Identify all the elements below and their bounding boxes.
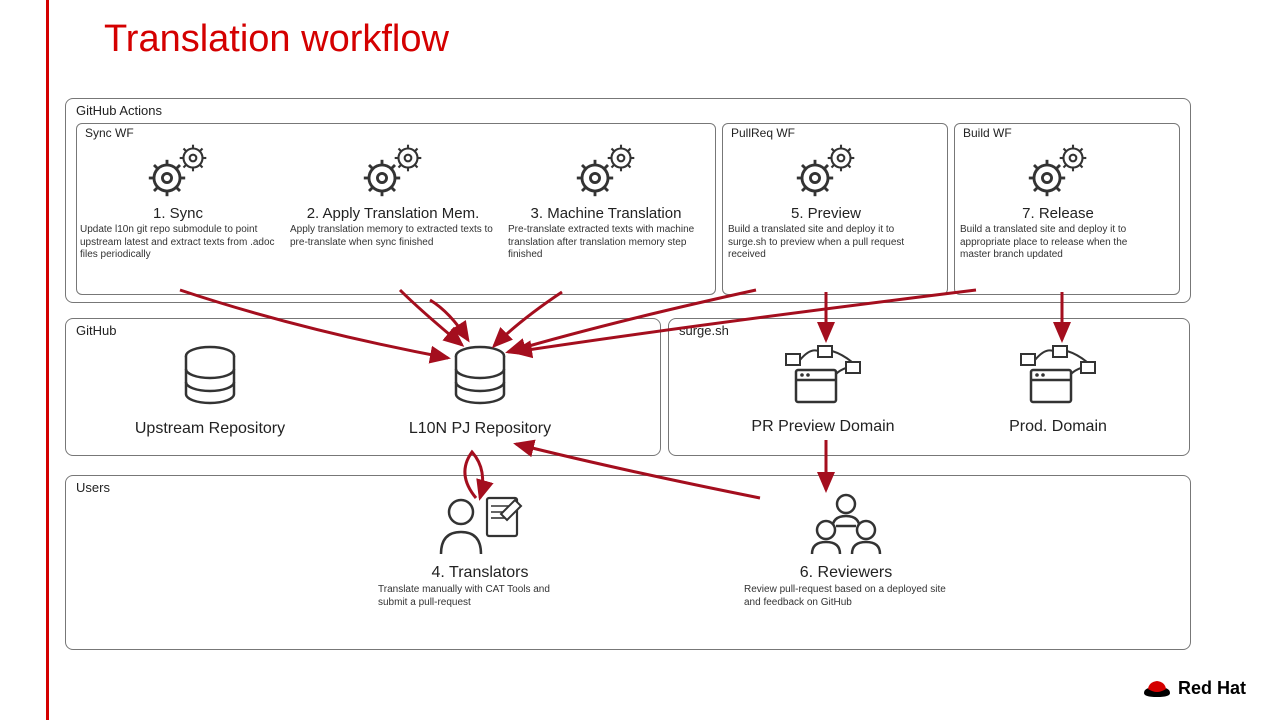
- group-label: GitHub: [76, 323, 116, 338]
- fedora-hat-icon: [1142, 676, 1172, 700]
- gears-icon: [78, 140, 278, 205]
- group-label: Users: [76, 480, 110, 495]
- step-title: 1. Sync: [78, 205, 278, 222]
- node-title: Upstream Repository: [110, 420, 310, 438]
- node-title: Prod. Domain: [958, 418, 1158, 436]
- step-desc: Pre-translate extracted texts with machi…: [506, 224, 706, 262]
- sub-label: Build WF: [963, 126, 1012, 140]
- node-desc: Translate manually with CAT Tools and su…: [370, 584, 590, 609]
- group-label: GitHub Actions: [76, 103, 162, 118]
- node-desc: Review pull-request based on a deployed …: [736, 584, 956, 609]
- sub-label: PullReq WF: [731, 126, 795, 140]
- gears-icon: [958, 140, 1158, 205]
- node-reviewers: 6. Reviewers Review pull-request based o…: [736, 490, 956, 609]
- gears-icon: [506, 140, 706, 205]
- node-upstream-repo: Upstream Repository: [110, 344, 310, 438]
- page-title: Translation workflow: [104, 18, 449, 61]
- redhat-logo: Red Hat: [1142, 676, 1246, 700]
- database-icon: [380, 344, 580, 418]
- step-desc: Build a translated site and deploy it to…: [958, 224, 1158, 262]
- database-icon: [110, 344, 310, 418]
- gears-icon: [288, 140, 498, 205]
- site-icon: [958, 340, 1158, 416]
- node-title: L10N PJ Repository: [380, 420, 580, 438]
- node-l10n-repo: L10N PJ Repository: [380, 344, 580, 438]
- person-edit-icon: [370, 490, 590, 562]
- node-prod-domain: Prod. Domain: [958, 340, 1158, 436]
- step-machine-translation: 3. Machine Translation Pre-translate ext…: [506, 140, 706, 262]
- group-label: surge.sh: [679, 323, 729, 338]
- people-icon: [736, 490, 956, 562]
- step-title: 3. Machine Translation: [506, 205, 706, 222]
- logo-text: Red Hat: [1178, 678, 1246, 699]
- step-preview: 5. Preview Build a translated site and d…: [726, 140, 926, 262]
- step-title: 7. Release: [958, 205, 1158, 222]
- node-title: PR Preview Domain: [718, 418, 928, 436]
- step-desc: Build a translated site and deploy it to…: [726, 224, 926, 262]
- node-preview-domain: PR Preview Domain: [718, 340, 928, 436]
- node-translators: 4. Translators Translate manually with C…: [370, 490, 590, 609]
- step-title: 5. Preview: [726, 205, 926, 222]
- step-apply-tm: 2. Apply Translation Mem. Apply translat…: [288, 140, 498, 249]
- step-desc: Apply translation memory to extracted te…: [288, 224, 498, 249]
- step-sync: 1. Sync Update l10n git repo submodule t…: [78, 140, 278, 262]
- step-release: 7. Release Build a translated site and d…: [958, 140, 1158, 262]
- step-title: 2. Apply Translation Mem.: [288, 205, 498, 222]
- gears-icon: [726, 140, 926, 205]
- group-users: Users: [65, 475, 1191, 650]
- step-desc: Update l10n git repo submodule to point …: [78, 224, 278, 262]
- site-icon: [718, 340, 928, 416]
- sub-label: Sync WF: [85, 126, 134, 140]
- node-title: 4. Translators: [370, 564, 590, 582]
- accent-bar: [46, 0, 49, 720]
- node-title: 6. Reviewers: [736, 564, 956, 582]
